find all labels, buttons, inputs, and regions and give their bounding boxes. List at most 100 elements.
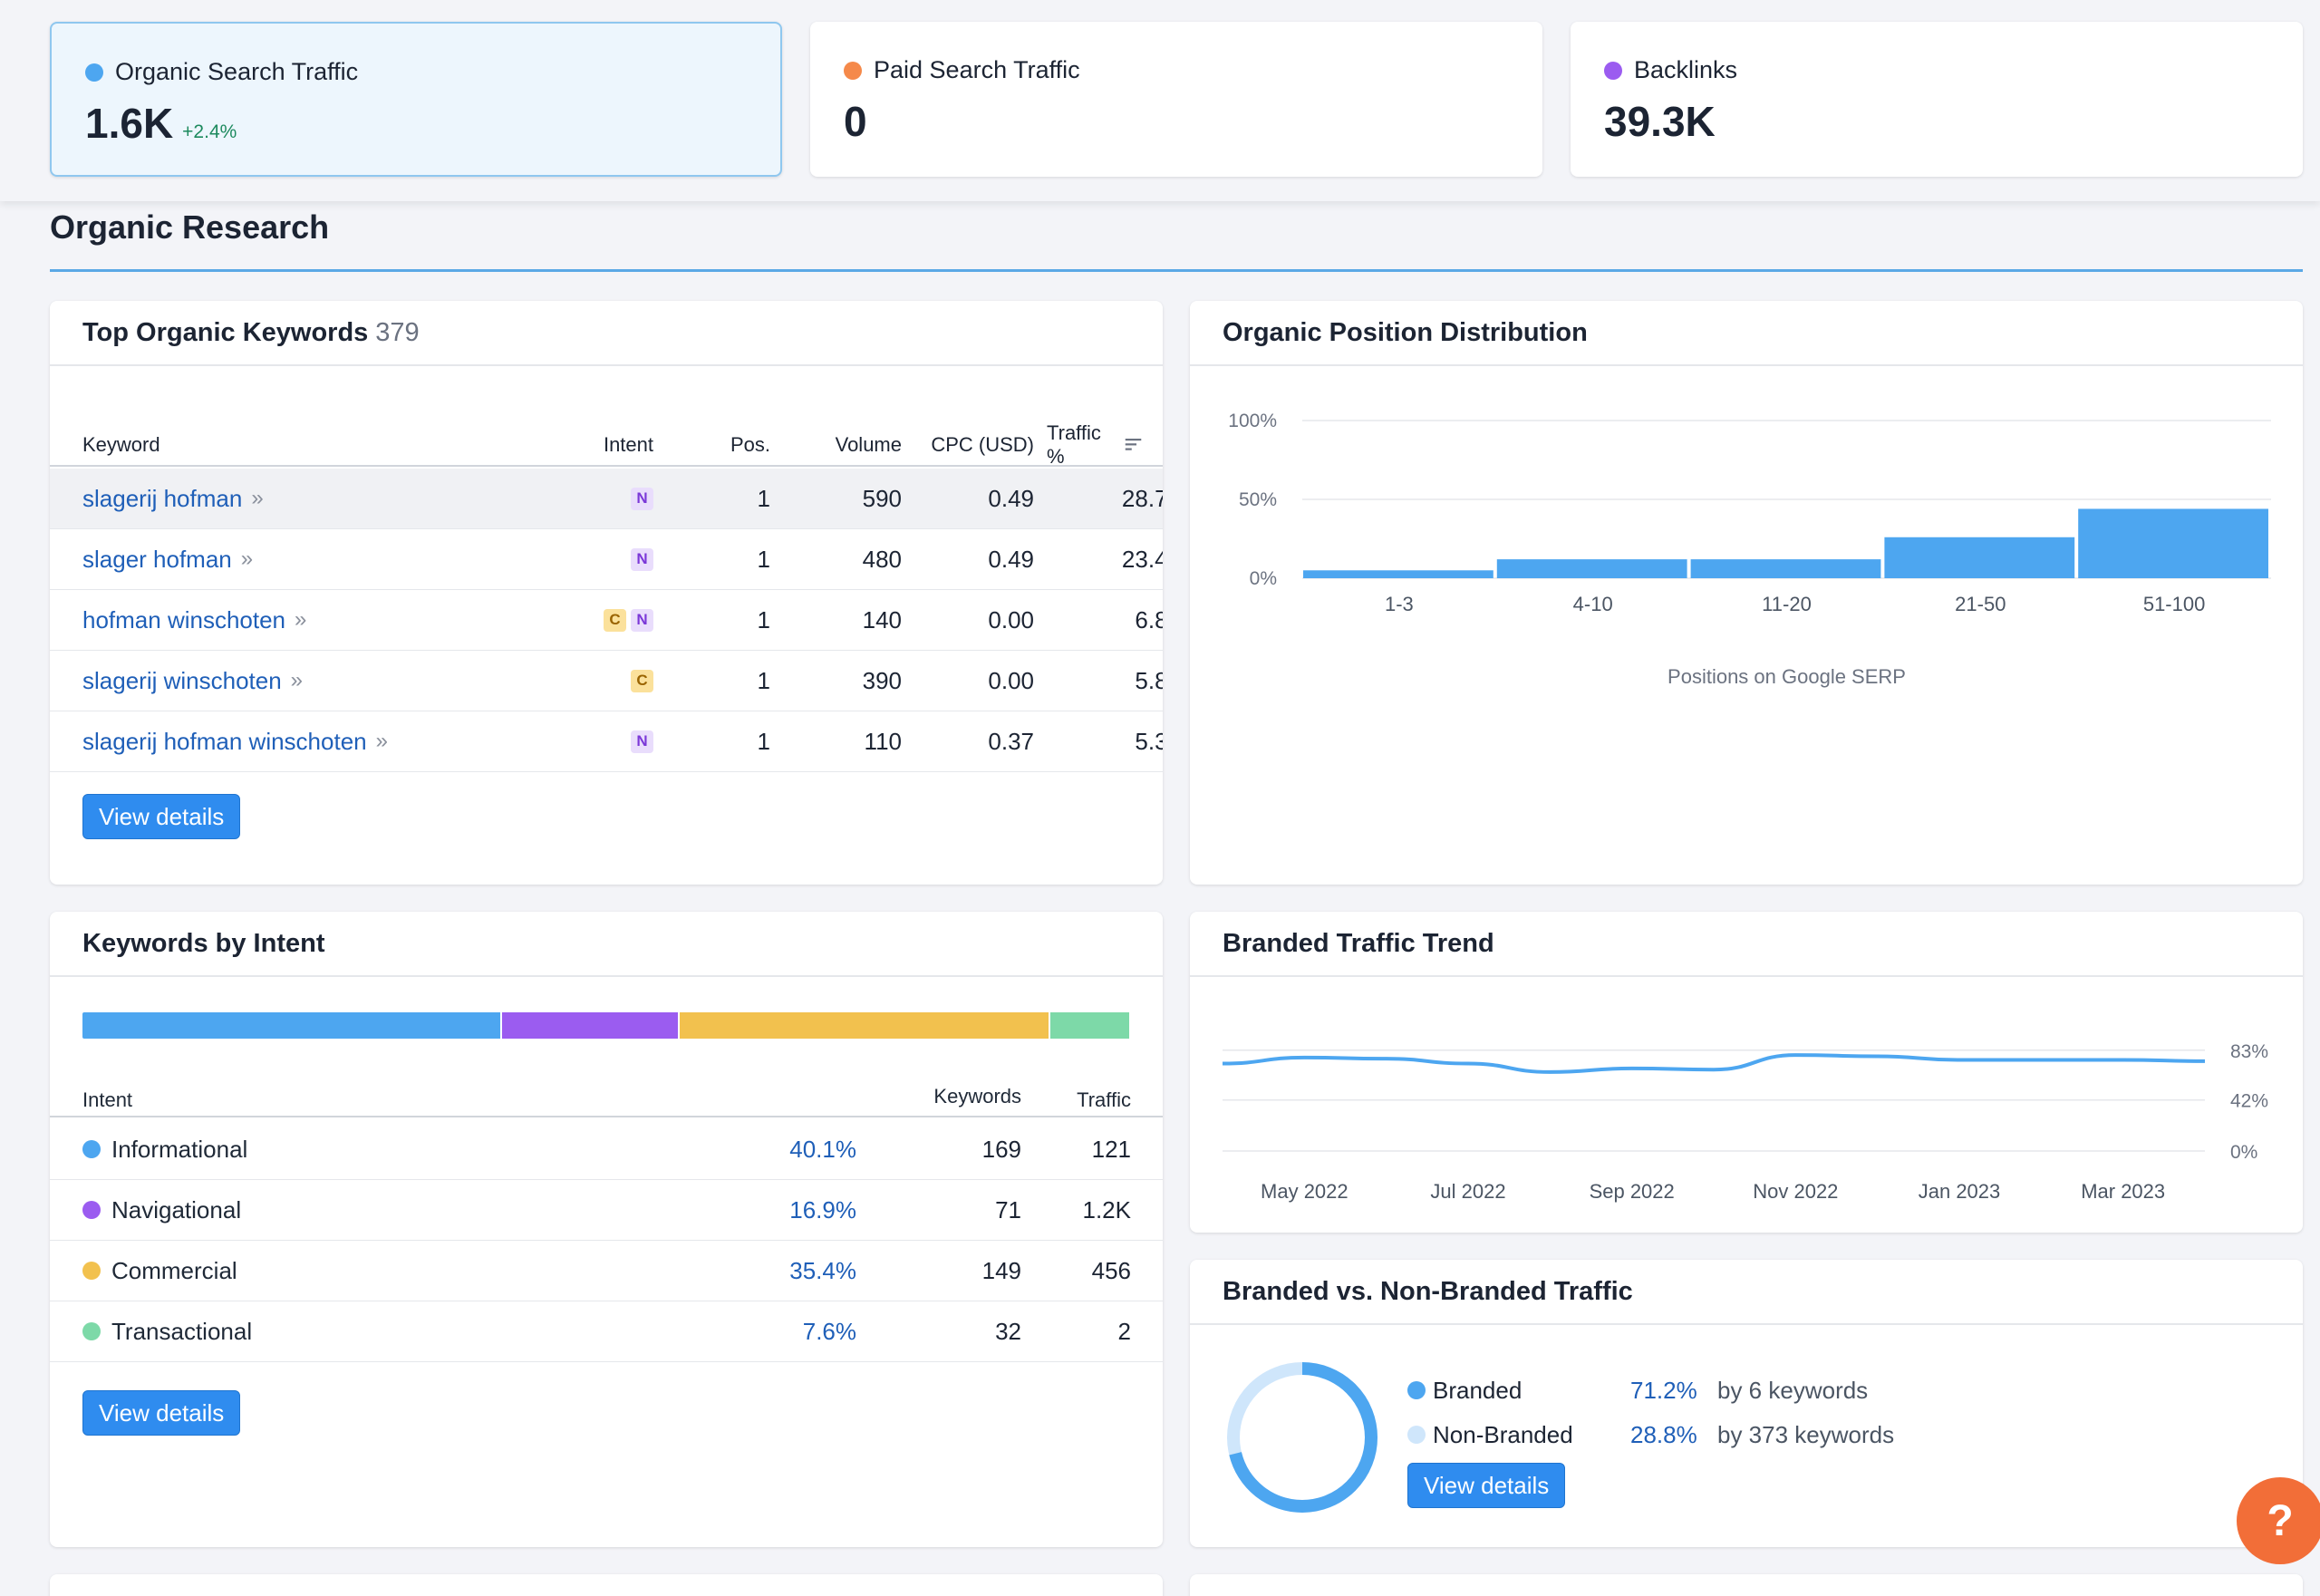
keyword-cell[interactable]: hofman winschoten » [82, 590, 307, 650]
intent-pct-link[interactable]: 16.9% [789, 1195, 856, 1224]
col-pos[interactable]: Pos. [730, 433, 770, 456]
intent-bar-segment[interactable] [501, 1012, 678, 1039]
pos-cell: 1 [757, 545, 770, 573]
sort-icon[interactable] [1124, 435, 1143, 455]
col-intent[interactable]: Intent [603, 433, 653, 456]
table-header: Keyword Intent Pos. Volume CPC (USD) Tra… [50, 421, 1163, 468]
bar[interactable] [1884, 537, 2075, 578]
chevron-right-icon[interactable]: » [290, 668, 304, 692]
keywords-cell: 32 [995, 1317, 1021, 1345]
keyword-cell[interactable]: slagerij hofman winschoten » [82, 711, 389, 771]
donut-branded-slice[interactable] [1227, 1362, 1378, 1513]
table-row[interactable]: slagerij winschoten » C 1 390 0.00 5.85 [50, 651, 1163, 711]
traffic-cell: 23.41 [1121, 545, 1163, 573]
intent-pct-link[interactable]: 35.4% [789, 1256, 856, 1284]
help-button[interactable]: ? [2237, 1477, 2320, 1564]
table-row[interactable]: slagerij hofman winschoten » N 1 110 0.37 5.36 [50, 711, 1163, 772]
intent-bar-segment[interactable] [1049, 1012, 1130, 1039]
x-tick-label: 51-100 [2143, 593, 2206, 615]
backlinks-dot-icon [1604, 61, 1622, 80]
intent-badge[interactable]: N [631, 608, 653, 632]
intent-cell: N [548, 469, 653, 528]
chevron-right-icon[interactable]: » [240, 547, 254, 571]
x-tick-label: 4-10 [1573, 593, 1613, 615]
branded-donut-chart [1227, 1362, 1378, 1513]
traffic-cell: 6.82 [1135, 605, 1163, 634]
traffic-cell: 456 [1091, 1256, 1131, 1284]
keyword-link[interactable]: slagerij hofman [82, 484, 243, 512]
volume-cell: 140 [862, 605, 902, 634]
card-title: Organic Position Distribution [1190, 301, 2303, 366]
y-tick-label: 100% [1228, 411, 1277, 431]
legend-pct-link[interactable]: 28.8% [1630, 1420, 1697, 1448]
table-row[interactable]: slager hofman » N 1 480 0.49 23.41 [50, 529, 1163, 590]
volume-cell: 390 [862, 666, 902, 694]
view-details-button[interactable]: View details [1407, 1463, 1566, 1508]
intent-badge[interactable]: C [604, 608, 626, 632]
keyword-cell[interactable]: slagerij hofman » [82, 469, 264, 528]
col-keyword[interactable]: Keyword [82, 433, 160, 456]
legend-row: Branded 71.2% by 6 keywords [1407, 1372, 1868, 1408]
intent-badge[interactable]: C [631, 669, 653, 692]
intent-dot-icon [82, 1322, 101, 1340]
view-details-button[interactable]: View details [82, 794, 241, 839]
pos-cell: 1 [757, 727, 770, 755]
trend-line[interactable] [1222, 1053, 2206, 1074]
keyword-link[interactable]: slager hofman [82, 545, 232, 573]
bar[interactable] [1303, 570, 1494, 578]
metric-organic-traffic[interactable]: Organic Search Traffic 1.6K +2.4% [50, 22, 782, 177]
branded-trend-chart: 0% 42% 83% May 2022 Jul 2022 Sep 2022 Nov 2022… [1222, 1041, 2268, 1203]
y-tick-label: 0% [2230, 1142, 2257, 1163]
intent-name-cell: Navigational [82, 1180, 241, 1240]
branded-vs-nonbranded-card: Branded vs. Non-Branded Traffic View det… [1190, 1260, 2303, 1547]
keyword-cell[interactable]: slager hofman » [82, 529, 254, 589]
bar[interactable] [1690, 559, 1881, 578]
x-tick-label: Mar 2023 [2081, 1180, 2165, 1203]
intent-badge[interactable]: N [631, 487, 653, 510]
keyword-link[interactable]: slagerij hofman winschoten [82, 727, 367, 755]
intent-name: Transactional [111, 1317, 253, 1345]
intent-pct-link[interactable]: 40.1% [789, 1135, 856, 1163]
y-tick-label: 42% [2230, 1091, 2268, 1112]
cpc-cell: 0.00 [988, 605, 1034, 634]
chevron-right-icon[interactable]: » [375, 729, 389, 753]
keywords-cell: 71 [995, 1195, 1021, 1224]
col-cpc[interactable]: CPC (USD) [931, 433, 1034, 456]
table-row[interactable]: hofman winschoten » CN 1 140 0.00 6.82 [50, 590, 1163, 651]
metric-value: 39.3K [1604, 98, 1716, 145]
traffic-cell: 2 [1117, 1317, 1131, 1345]
metric-paid-traffic[interactable]: Paid Search Traffic 0 [810, 22, 1542, 177]
col-traffic[interactable]: Traffic % [1047, 421, 1143, 468]
view-details-button[interactable]: View details [82, 1390, 241, 1436]
x-axis-label: Positions on Google SERP [1668, 665, 1906, 688]
intent-share-bar [82, 1012, 1131, 1039]
intent-cell: N [548, 529, 653, 589]
intent-name: Navigational [111, 1195, 242, 1224]
legend-pct-link[interactable]: 71.2% [1630, 1376, 1697, 1404]
cpc-cell: 0.49 [988, 484, 1034, 512]
intent-pct-link[interactable]: 7.6% [802, 1317, 856, 1345]
bar[interactable] [2078, 508, 2268, 578]
col-intent: Intent [82, 1088, 133, 1111]
intent-badge[interactable]: N [631, 547, 653, 571]
col-volume[interactable]: Volume [835, 433, 902, 456]
intent-bar-segment[interactable] [679, 1012, 1049, 1039]
organic-dot-icon [85, 63, 103, 82]
keyword-cell[interactable]: slagerij winschoten » [82, 651, 304, 711]
intent-badge[interactable]: N [631, 730, 653, 753]
section-divider [50, 269, 2303, 272]
intent-dot-icon [82, 1140, 101, 1158]
bar[interactable] [1496, 559, 1687, 578]
col-keywords: Keywords [933, 1085, 1021, 1108]
chevron-right-icon[interactable]: » [295, 607, 307, 632]
keyword-count: 379 [375, 317, 420, 347]
intent-bar-segment[interactable] [82, 1012, 500, 1039]
table-row: Transactional 7.6% 32 2 [50, 1301, 1163, 1362]
chevron-right-icon[interactable]: » [251, 486, 264, 510]
metric-backlinks[interactable]: Backlinks 39.3K [1571, 22, 2303, 177]
keyword-link[interactable]: hofman winschoten [82, 605, 286, 634]
table-row[interactable]: slagerij hofman » N 1 590 0.49 28.78 [50, 469, 1163, 529]
keyword-link[interactable]: slagerij winschoten [82, 666, 282, 694]
x-tick-label: Nov 2022 [1753, 1180, 1838, 1203]
